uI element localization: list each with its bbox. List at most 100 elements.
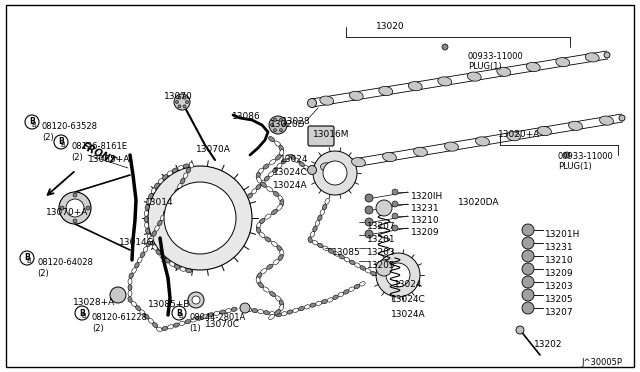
Ellipse shape	[538, 126, 552, 135]
Ellipse shape	[144, 314, 149, 319]
Ellipse shape	[256, 277, 260, 284]
Text: 13205: 13205	[367, 261, 396, 270]
Circle shape	[392, 213, 398, 219]
Circle shape	[86, 206, 90, 210]
Ellipse shape	[158, 179, 163, 184]
Ellipse shape	[231, 307, 237, 311]
Ellipse shape	[269, 312, 275, 316]
Ellipse shape	[316, 301, 322, 305]
Circle shape	[386, 263, 410, 287]
Text: (1): (1)	[189, 324, 201, 333]
Circle shape	[73, 193, 77, 197]
Ellipse shape	[160, 254, 165, 259]
Ellipse shape	[132, 268, 136, 273]
Ellipse shape	[290, 154, 295, 159]
Ellipse shape	[147, 234, 152, 240]
Text: 13209: 13209	[411, 228, 440, 237]
Ellipse shape	[325, 199, 330, 204]
Text: B: B	[61, 142, 65, 148]
Ellipse shape	[292, 308, 299, 312]
Text: 08044-2801A: 08044-2801A	[189, 313, 245, 322]
Text: 13014: 13014	[145, 198, 174, 207]
Ellipse shape	[186, 269, 191, 273]
Text: 13070C: 13070C	[205, 320, 239, 329]
Text: 13024: 13024	[394, 280, 422, 289]
Text: 13020D: 13020D	[269, 120, 305, 129]
Ellipse shape	[177, 166, 183, 170]
Ellipse shape	[349, 260, 355, 264]
Circle shape	[522, 237, 534, 249]
Ellipse shape	[278, 254, 283, 261]
Circle shape	[178, 96, 181, 99]
Ellipse shape	[144, 216, 148, 222]
Text: 13207: 13207	[367, 222, 396, 231]
Circle shape	[175, 100, 179, 103]
Ellipse shape	[208, 313, 214, 317]
Ellipse shape	[438, 77, 452, 86]
Ellipse shape	[240, 307, 246, 311]
Text: 13024: 13024	[280, 155, 308, 164]
Text: (2): (2)	[42, 133, 54, 142]
Ellipse shape	[275, 141, 280, 147]
Ellipse shape	[323, 204, 327, 210]
Ellipse shape	[313, 226, 317, 232]
Ellipse shape	[280, 199, 284, 206]
Ellipse shape	[148, 318, 154, 323]
Ellipse shape	[280, 250, 284, 257]
Ellipse shape	[267, 264, 273, 269]
Ellipse shape	[277, 246, 282, 251]
Text: PLUG(1): PLUG(1)	[558, 162, 592, 171]
Ellipse shape	[185, 320, 191, 324]
Ellipse shape	[155, 225, 159, 231]
Ellipse shape	[310, 303, 316, 307]
Ellipse shape	[333, 252, 339, 256]
Text: (2): (2)	[71, 153, 83, 162]
Text: B: B	[31, 122, 36, 128]
Ellipse shape	[166, 205, 171, 210]
Text: B: B	[82, 313, 86, 319]
Text: 13202: 13202	[534, 340, 563, 349]
Circle shape	[522, 276, 534, 288]
Ellipse shape	[320, 209, 324, 215]
Ellipse shape	[275, 296, 281, 301]
Circle shape	[174, 94, 190, 110]
Ellipse shape	[256, 222, 261, 229]
Ellipse shape	[252, 189, 257, 194]
Ellipse shape	[273, 191, 279, 196]
Ellipse shape	[526, 62, 540, 71]
Ellipse shape	[138, 257, 142, 263]
Ellipse shape	[298, 307, 305, 311]
Circle shape	[522, 250, 534, 262]
Circle shape	[604, 52, 610, 58]
Ellipse shape	[317, 215, 322, 221]
Ellipse shape	[257, 177, 262, 183]
Text: 08120-61228: 08120-61228	[92, 313, 148, 322]
Ellipse shape	[129, 273, 133, 279]
Ellipse shape	[264, 176, 269, 181]
Circle shape	[172, 306, 186, 320]
Text: 13207: 13207	[545, 308, 573, 317]
Ellipse shape	[172, 194, 177, 199]
Text: 13014G: 13014G	[120, 238, 155, 247]
Circle shape	[522, 263, 534, 275]
Circle shape	[148, 166, 252, 270]
Ellipse shape	[150, 240, 154, 245]
Ellipse shape	[180, 267, 186, 271]
Ellipse shape	[267, 187, 273, 192]
Ellipse shape	[365, 269, 371, 273]
Ellipse shape	[128, 291, 132, 296]
Ellipse shape	[294, 158, 300, 163]
Ellipse shape	[327, 298, 333, 302]
Circle shape	[522, 289, 534, 301]
Ellipse shape	[191, 318, 196, 322]
Ellipse shape	[179, 321, 185, 326]
Ellipse shape	[151, 188, 156, 193]
Ellipse shape	[131, 301, 136, 307]
Ellipse shape	[273, 167, 278, 173]
Text: 13024A: 13024A	[273, 181, 308, 190]
Ellipse shape	[275, 154, 281, 160]
Ellipse shape	[285, 155, 291, 160]
Text: 13028+A: 13028+A	[73, 298, 115, 307]
Text: 08120-63528: 08120-63528	[42, 122, 98, 131]
Ellipse shape	[259, 232, 265, 238]
